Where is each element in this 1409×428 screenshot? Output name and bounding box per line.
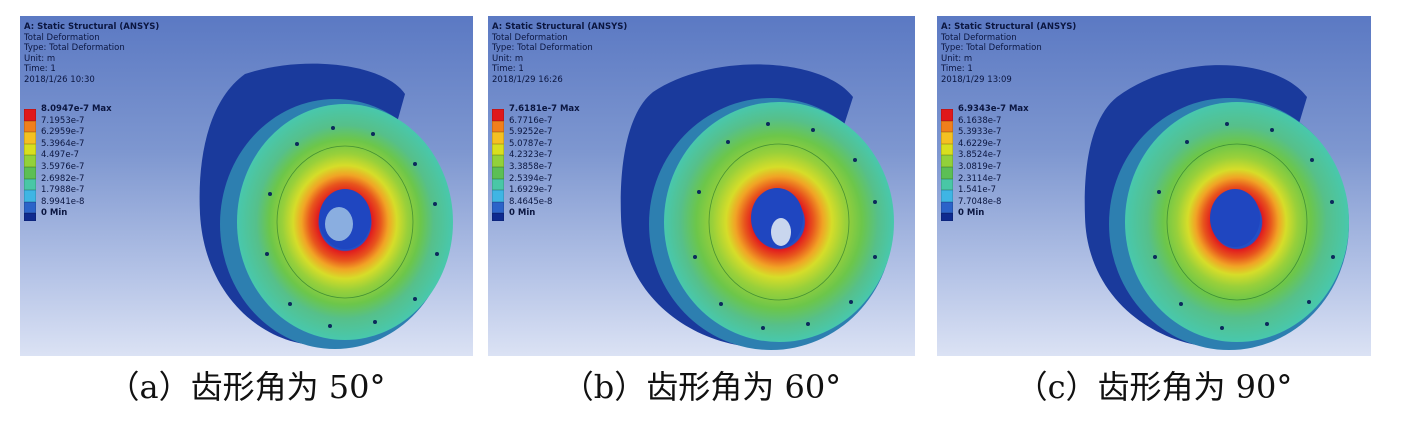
caption-a: （a）齿形角为 50° <box>107 368 386 406</box>
legend-swatch <box>941 166 953 179</box>
legend-label: 0 Min <box>41 208 68 219</box>
legend-swatch <box>492 213 504 222</box>
result-info-b: A: Static Structural (ANSYS) Total Defor… <box>492 22 627 86</box>
legend-label: 3.8524e-7 <box>958 150 1002 161</box>
legend-label: 0 Min <box>509 208 536 219</box>
result-type: Type: Total Deformation <box>492 43 593 54</box>
result-date: 2018/1/26 10:30 <box>24 74 95 85</box>
legend-label: 1.6929e-7 <box>509 185 553 196</box>
legend-swatch <box>24 132 36 144</box>
legend-swatch <box>24 178 36 191</box>
legend-label: 7.6181e-7 Max <box>509 104 580 114</box>
analysis-title: A: Static Structural (ANSYS) <box>941 22 1077 32</box>
legend-swatch <box>941 132 953 144</box>
legend-swatch <box>492 109 504 121</box>
legend-label: 0 Min <box>958 208 985 219</box>
analysis-title: A: Static Structural (ANSYS) <box>24 22 160 32</box>
legend-swatch <box>941 120 953 133</box>
legend-label: 8.0947e-7 Max <box>41 104 112 114</box>
result-unit: Unit: m <box>941 53 973 64</box>
legend-swatch <box>492 155 504 167</box>
result-unit: Unit: m <box>492 53 524 64</box>
result-type: Type: Total Deformation <box>24 43 125 54</box>
legend-label: 6.2959e-7 <box>41 127 85 138</box>
legend-label: 4.6229e-7 <box>958 138 1002 149</box>
legend-swatch <box>24 143 36 156</box>
result-name: Total Deformation <box>492 32 568 43</box>
legend-label: 6.1638e-7 <box>958 115 1002 126</box>
result-time: Time: 1 <box>492 64 524 75</box>
legend-swatch <box>492 120 504 133</box>
legend-label: 4.497e-7 <box>41 150 80 161</box>
result-panel-a: A: Static Structural (ANSYS) Total Defor… <box>20 16 473 356</box>
result-unit: Unit: m <box>24 53 56 64</box>
result-date: 2018/1/29 16:26 <box>492 74 563 85</box>
result-panel-c: A: Static Structural (ANSYS) Total Defor… <box>937 16 1371 356</box>
legend-label: 8.4645e-8 <box>509 196 553 207</box>
legend-swatch <box>492 190 504 202</box>
legend-swatch <box>492 166 504 179</box>
legend-label: 1.541e-7 <box>958 185 997 196</box>
legend-swatch <box>941 213 953 222</box>
legend-label: 7.1953e-7 <box>41 115 85 126</box>
result-date: 2018/1/29 13:09 <box>941 74 1012 85</box>
analysis-title: A: Static Structural (ANSYS) <box>492 22 628 32</box>
legend-swatch <box>24 109 36 121</box>
legend-swatch <box>492 178 504 191</box>
legend-label: 1.7988e-7 <box>41 185 85 196</box>
legend-swatch <box>941 201 953 214</box>
legend-swatch <box>24 155 36 167</box>
legend-label: 6.9343e-7 Max <box>958 104 1029 114</box>
legend-label: 5.9252e-7 <box>509 127 553 138</box>
legend-swatch <box>24 201 36 214</box>
deformation-model-c <box>1084 65 1349 350</box>
result-name: Total Deformation <box>941 32 1017 43</box>
legend-swatch <box>24 213 36 222</box>
legend-label: 3.3858e-7 <box>509 161 553 172</box>
legend-swatch <box>941 178 953 191</box>
legend-swatch <box>24 166 36 179</box>
legend-swatch <box>941 109 953 121</box>
deformation-model-a <box>199 63 453 349</box>
caption-c: （c）齿形角为 90° <box>1015 368 1293 406</box>
result-type: Type: Total Deformation <box>941 43 1042 54</box>
legend-swatch <box>24 190 36 202</box>
legend-swatch <box>492 201 504 214</box>
result-info-a: A: Static Structural (ANSYS) Total Defor… <box>24 22 159 86</box>
legend-swatch <box>492 132 504 144</box>
legend-label: 5.3933e-7 <box>958 127 1002 138</box>
legend-label: 5.3964e-7 <box>41 138 85 149</box>
result-time: Time: 1 <box>24 64 56 75</box>
legend-swatch <box>24 120 36 133</box>
legend-label: 2.6982e-7 <box>41 173 85 184</box>
legend-label: 2.5394e-7 <box>509 173 553 184</box>
result-name: Total Deformation <box>24 32 100 43</box>
legend-label: 4.2323e-7 <box>509 150 553 161</box>
result-panel-b: A: Static Structural (ANSYS) Total Defor… <box>488 16 915 356</box>
legend-label: 8.9941e-8 <box>41 196 85 207</box>
legend-label: 3.0819e-7 <box>958 161 1002 172</box>
legend-swatch <box>492 143 504 156</box>
legend-label: 2.3114e-7 <box>958 173 1002 184</box>
legend-swatch <box>941 143 953 156</box>
legend-label: 3.5976e-7 <box>41 161 85 172</box>
result-info-c: A: Static Structural (ANSYS) Total Defor… <box>941 22 1076 86</box>
legend-label: 7.7048e-8 <box>958 196 1002 207</box>
legend-swatch <box>941 190 953 202</box>
result-time: Time: 1 <box>941 64 973 75</box>
caption-b: （b）齿形角为 60° <box>561 368 842 406</box>
legend-label: 6.7716e-7 <box>509 115 553 126</box>
legend-swatch <box>941 155 953 167</box>
legend-label: 5.0787e-7 <box>509 138 553 149</box>
deformation-model-b <box>620 64 894 350</box>
